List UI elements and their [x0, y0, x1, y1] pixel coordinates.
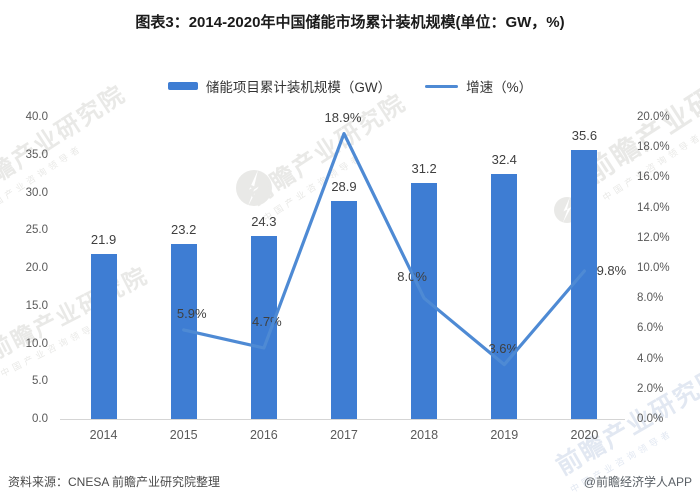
chart-legend: 储能项目累计装机规模（GW） 增速（%）	[0, 76, 700, 96]
bar-2020	[571, 150, 598, 419]
legend-item-capacity: 储能项目累计装机规模（GW）	[167, 76, 392, 96]
bar-value-label: 21.9	[90, 231, 117, 247]
legend-label-capacity: 储能项目累计装机规模（GW）	[205, 80, 392, 95]
left-axis-tick: 20.0	[25, 262, 48, 274]
right-axis-tick: 8.0%	[637, 292, 664, 305]
legend-label-growth: 增速（%）	[466, 80, 533, 95]
left-axis-tick: 0.0	[32, 413, 48, 425]
left-axis-tick: 5.0	[32, 375, 48, 388]
right-axis-tick: 4.0%	[637, 352, 664, 365]
line-value-label: 5.9%	[176, 305, 207, 321]
right-axis-tick: 0.0%	[637, 413, 664, 425]
bar-series-swatch-icon	[167, 82, 198, 90]
left-axis-tick: 30.0	[25, 186, 48, 199]
line-series-swatch-icon	[425, 84, 459, 88]
bar-value-label: 35.6	[571, 128, 598, 144]
bar-2019	[491, 174, 518, 419]
credit-note: @前瞻经济学人APP	[583, 475, 692, 489]
growth-line-path	[182, 132, 587, 367]
x-axis-line	[60, 419, 625, 420]
bar-value-label: 28.9	[331, 178, 357, 194]
bar-2017	[330, 200, 357, 419]
right-axis-tick: 12.0%	[637, 231, 670, 244]
bar-value-label: 31.2	[411, 161, 437, 177]
right-axis-tick: 20.0%	[637, 111, 670, 123]
legend-item-growth: 增速（%）	[425, 76, 532, 96]
right-axis-tick: 16.0%	[637, 171, 670, 184]
x-axis-label: 2016	[249, 428, 278, 442]
left-axis-tick: 35.0	[25, 148, 48, 161]
left-axis-tick: 10.0	[25, 337, 48, 350]
right-axis-tick: 14.0%	[637, 201, 670, 214]
x-axis-label: 2019	[490, 428, 519, 442]
bar-value-label: 24.3	[251, 213, 277, 229]
source-note: 资料来源：CNESA 前瞻产业研究院整理	[8, 475, 221, 489]
chart-title: 图表3：2014-2020年中国储能市场累计装机规模(单位：GW，%)	[135, 14, 565, 31]
bar-2018	[411, 183, 438, 419]
x-axis-label: 2017	[330, 428, 358, 442]
left-axis-tick: 25.0	[25, 224, 48, 237]
bar-value-label: 32.4	[491, 152, 517, 168]
left-axis-tick: 40.0	[25, 111, 48, 123]
x-axis-label: 2018	[410, 428, 439, 442]
line-value-label: 18.9%	[324, 109, 362, 125]
line-value-label: 3.6%	[488, 340, 519, 356]
x-axis-label: 2015	[169, 428, 198, 442]
right-axis-tick: 10.0%	[637, 262, 670, 274]
right-axis-tick: 18.0%	[637, 141, 670, 154]
x-axis-label: 2014	[89, 428, 118, 442]
left-axis-tick: 15.0	[25, 299, 48, 312]
right-axis-tick: 6.0%	[637, 322, 664, 335]
right-axis-tick: 2.0%	[637, 382, 664, 395]
x-axis-label: 2020	[570, 428, 599, 442]
bar-2014	[90, 253, 117, 419]
line-value-label: 9.8%	[596, 263, 627, 279]
bar-value-label: 23.2	[171, 221, 197, 237]
